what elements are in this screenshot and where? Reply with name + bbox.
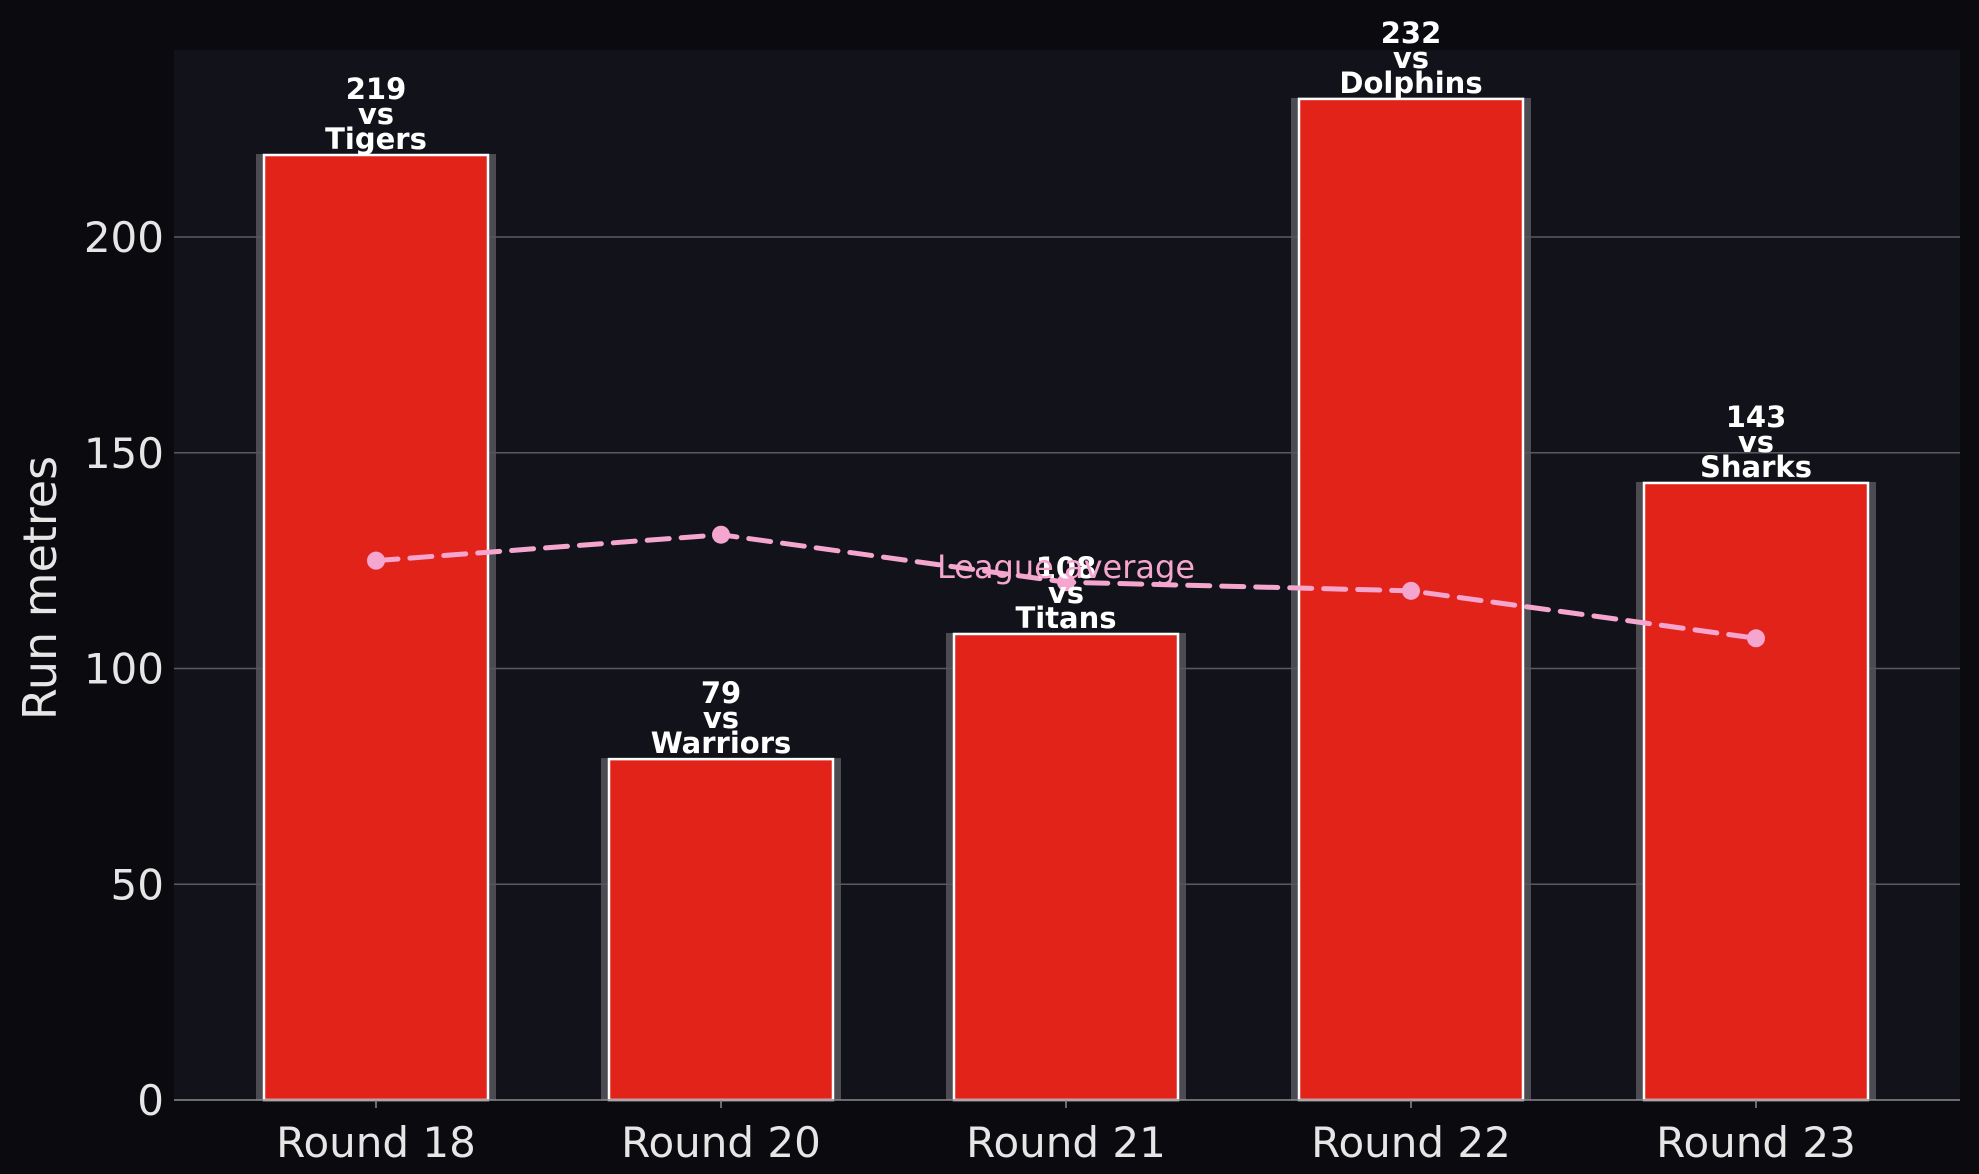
y-tick-label-0: 0 — [137, 1076, 164, 1125]
bar-1 — [262, 153, 490, 1102]
bar-label-4: 232 vs Dolphins — [1339, 16, 1482, 100]
league-average-point-2 — [712, 525, 730, 544]
bar-label-line: 143 — [1726, 400, 1787, 434]
league-average-point-5 — [1747, 629, 1765, 648]
y-axis-ticks: 0 50 100 150 200 — [84, 213, 164, 1125]
bars — [256, 97, 1876, 1102]
x-tick-label-4: Round 22 — [1311, 1118, 1511, 1167]
bar-5 — [1642, 481, 1870, 1102]
bar-label-line: vs — [1048, 576, 1084, 610]
y-tick-label-200: 200 — [84, 213, 164, 262]
bar-3 — [952, 632, 1180, 1102]
bar-label-line: Tigers — [325, 122, 427, 156]
bar-label-5: 143 vs Sharks — [1700, 400, 1812, 484]
league-average-point-3 — [1057, 573, 1075, 592]
y-tick-label-150: 150 — [84, 429, 164, 478]
bar-label-3: 108 vs Titans — [1015, 551, 1116, 635]
bar-2 — [607, 757, 835, 1102]
bar-label-line: 79 — [701, 676, 741, 710]
x-tick-label-1: Round 18 — [276, 1118, 476, 1167]
bar-label-line: vs — [358, 97, 394, 131]
bar-label-line: 219 — [346, 72, 407, 106]
bar-label-2: 79 vs Warriors — [651, 676, 792, 760]
bar-label-line: 232 — [1381, 16, 1442, 50]
y-axis-label: Run metres — [13, 456, 67, 720]
bar-label-line: Dolphins — [1339, 66, 1482, 100]
x-axis-ticks: Round 18 Round 20 Round 21 Round 22 Round 23 — [276, 1100, 1856, 1167]
bar-label-line: Titans — [1015, 601, 1116, 635]
x-tick-label-3: Round 21 — [966, 1118, 1166, 1167]
league-average-point-4 — [1402, 581, 1420, 600]
bar-label-line: 108 — [1036, 551, 1097, 585]
y-tick-label-50: 50 — [111, 860, 164, 909]
bar-label-line: vs — [1393, 41, 1429, 75]
bar-label-line: vs — [1738, 425, 1774, 459]
league-average-label: League average — [937, 548, 1195, 586]
x-tick-label-5: Round 23 — [1656, 1118, 1856, 1167]
bar-label-line: Sharks — [1700, 450, 1812, 484]
x-tick-label-2: Round 20 — [621, 1118, 821, 1167]
bar-label-1: 219 vs Tigers — [325, 72, 427, 156]
bar-label-line: Warriors — [651, 726, 792, 760]
league-average-line — [367, 525, 1765, 648]
league-average-point-1 — [367, 551, 385, 570]
y-tick-label-100: 100 — [84, 645, 164, 694]
bar-label-line: vs — [703, 701, 739, 735]
